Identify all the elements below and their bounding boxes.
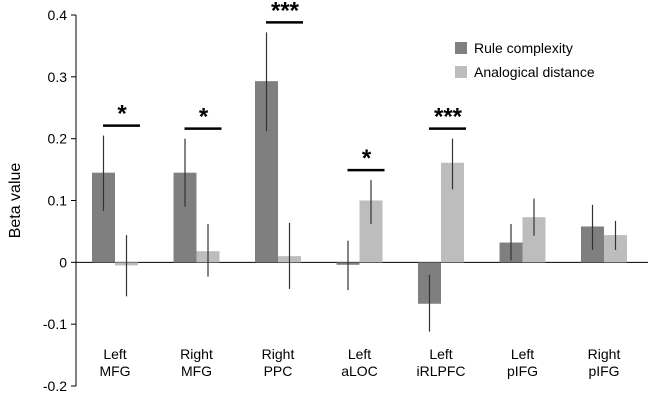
y-tick-label: 0.1 xyxy=(48,193,68,209)
y-tick-label: 0 xyxy=(59,254,67,270)
bar-analogical-distance-4 xyxy=(441,162,464,263)
category-labels-layer: LeftMFGRightMFGRightPPCLeftaLOCLeftiRLPF… xyxy=(99,346,620,379)
y-tick-label: -0.1 xyxy=(43,316,67,332)
bar-rule-complexity-0 xyxy=(92,172,115,263)
significance-marker: *** xyxy=(271,0,300,24)
category-label: MFG xyxy=(99,363,130,379)
category-label: Right xyxy=(588,346,621,362)
error-bars-layer xyxy=(102,32,617,332)
category-label: PPC xyxy=(264,363,293,379)
legend: Rule complexity Analogical distance xyxy=(455,40,595,80)
category-label: Left xyxy=(429,346,452,362)
significance-marker: * xyxy=(117,101,127,128)
legend-swatch-rule-complexity xyxy=(455,42,467,54)
bar-rule-complexity-2 xyxy=(255,81,278,263)
significance-marker: *** xyxy=(434,104,463,131)
axes-layer: -0.2 -0.1 0 0.1 0.2 0.3 0.4 Beta value xyxy=(7,7,648,394)
legend-label-rule-complexity: Rule complexity xyxy=(474,40,573,56)
legend-swatch-analogical-distance xyxy=(455,66,467,78)
significance-marker: * xyxy=(362,145,372,172)
bar-analogical-distance-3 xyxy=(359,200,383,263)
y-tick-label: -0.2 xyxy=(43,378,67,394)
category-label: Left xyxy=(103,346,126,362)
category-label: Right xyxy=(262,346,295,362)
category-label: pIFG xyxy=(588,363,619,379)
y-tick-label: 0.3 xyxy=(48,69,68,85)
bar-rule-complexity-1 xyxy=(173,172,197,263)
significance-layer: * ******** xyxy=(103,0,466,172)
category-label: Right xyxy=(180,346,213,362)
bar-analogical-distance-5 xyxy=(522,217,546,263)
category-label: Left xyxy=(511,346,534,362)
y-axis-title: Beta value xyxy=(7,163,24,239)
y-tick-label: 0.2 xyxy=(48,131,68,147)
category-label: pIFG xyxy=(507,363,538,379)
category-label: MFG xyxy=(181,363,212,379)
y-tick-label: 0.4 xyxy=(48,7,68,23)
bars-layer xyxy=(92,81,627,304)
significance-marker: * xyxy=(199,104,209,131)
category-label: aLOC xyxy=(341,363,378,379)
category-label: iRLPFC xyxy=(416,363,465,379)
category-label: Left xyxy=(348,346,371,362)
legend-label-analogical-distance: Analogical distance xyxy=(474,64,595,80)
